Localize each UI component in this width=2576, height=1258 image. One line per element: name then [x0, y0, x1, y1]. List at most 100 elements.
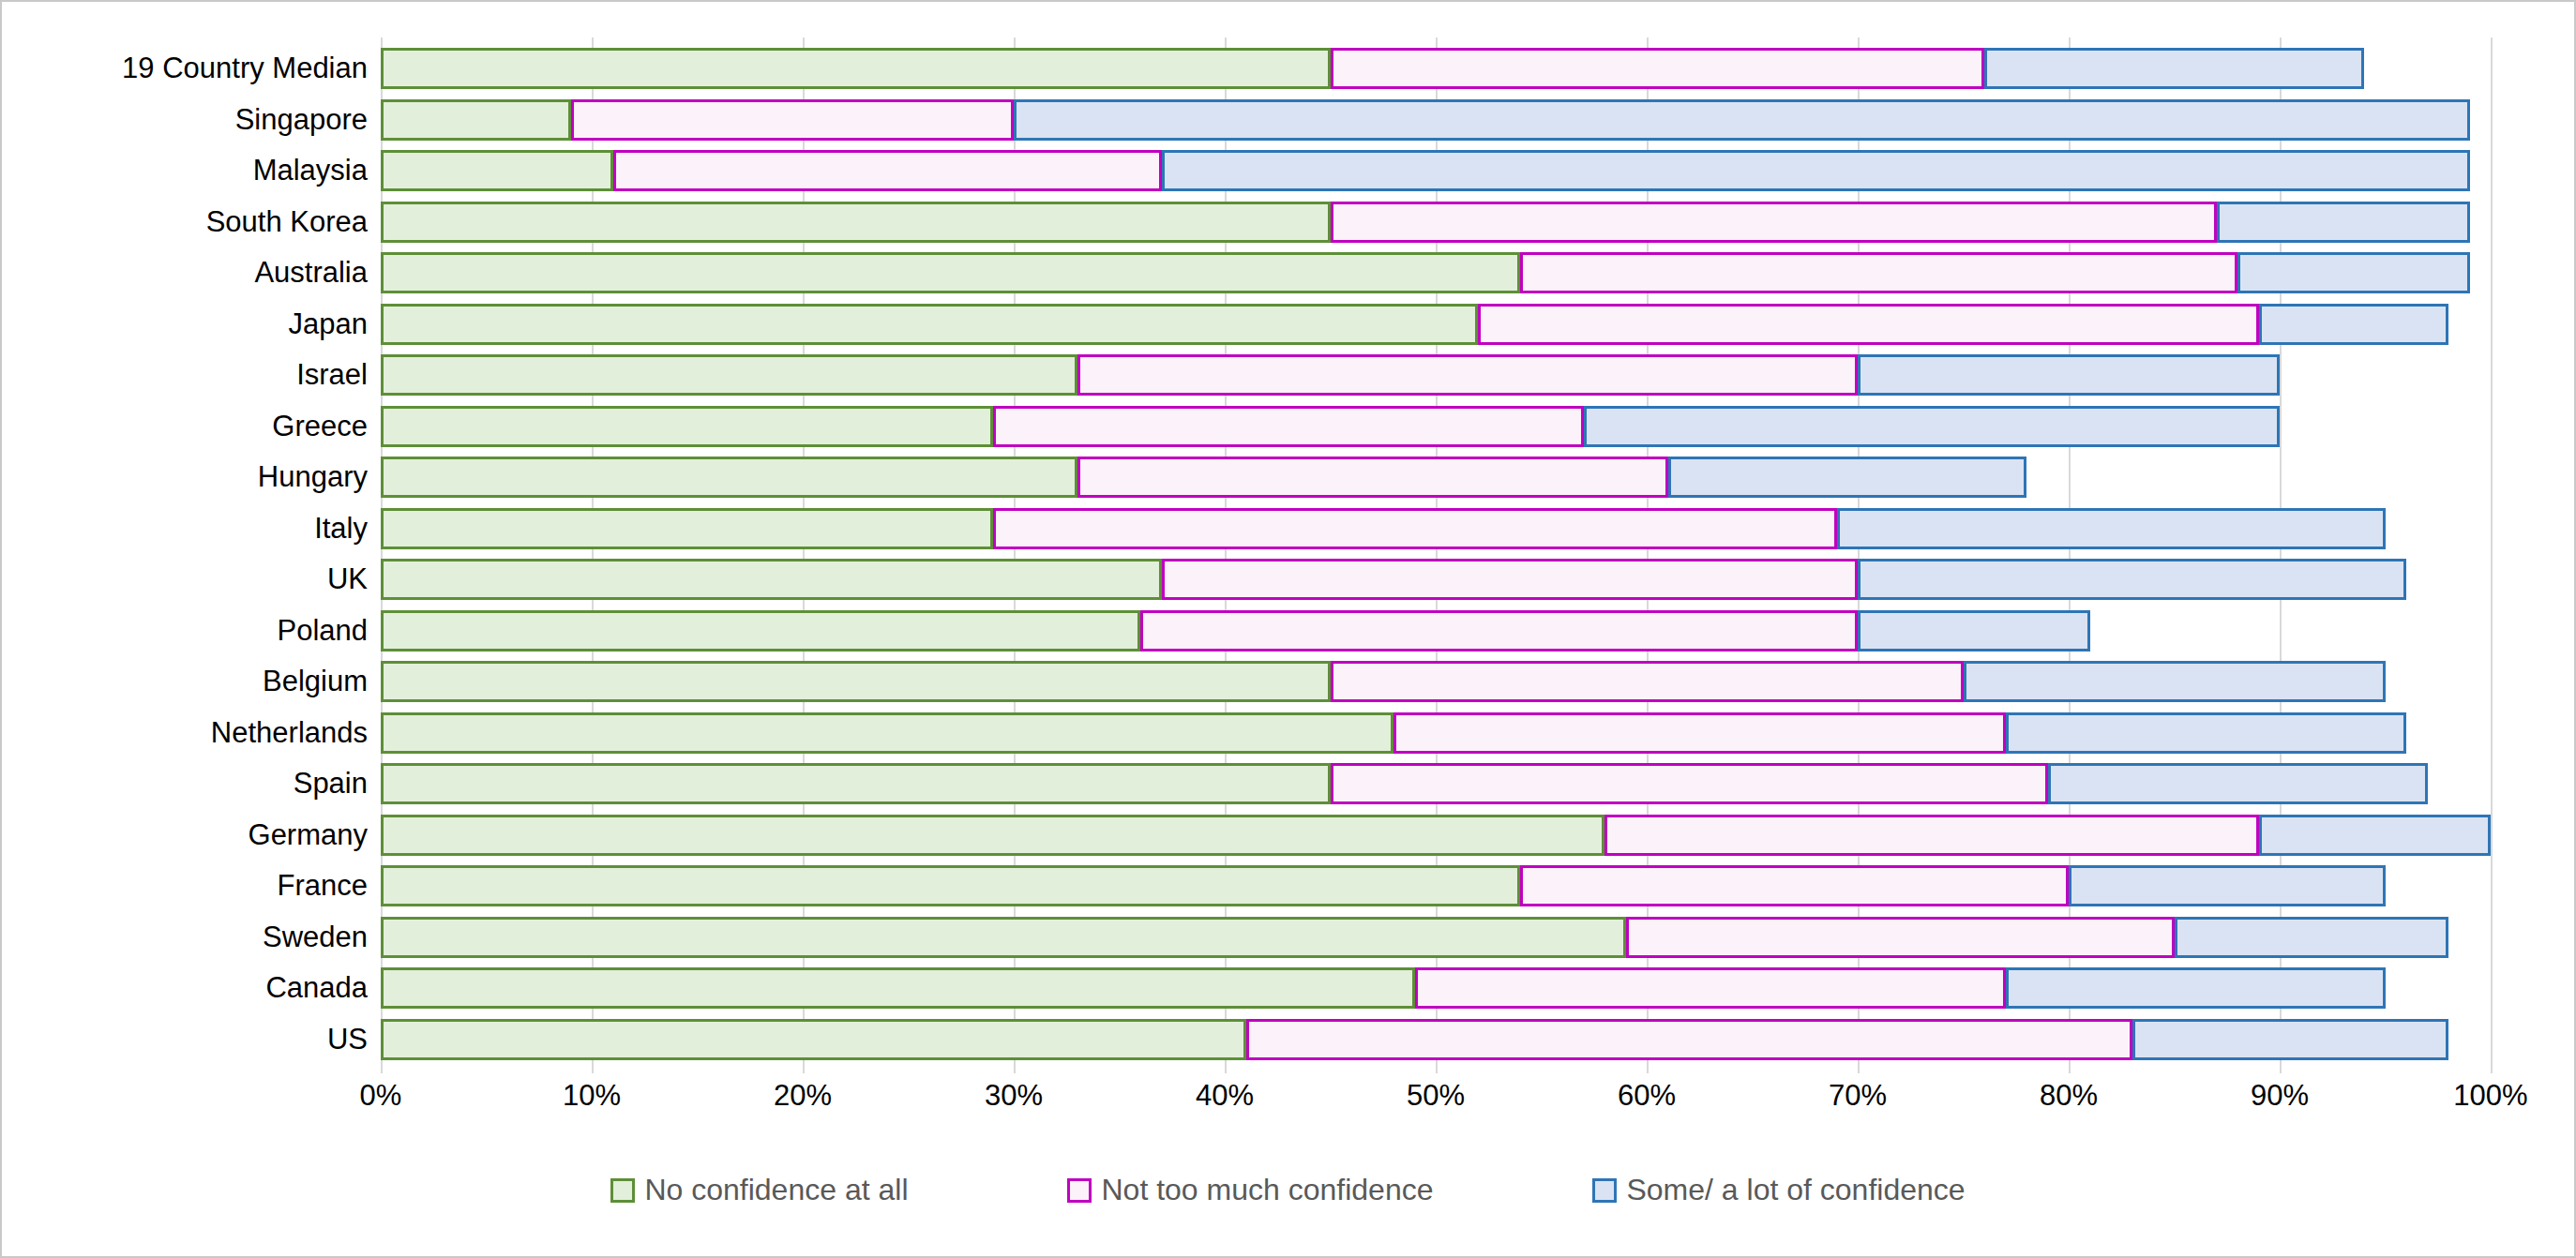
bar-segment-not-too-much-confidence [1246, 1019, 2132, 1060]
legend-swatch-icon [610, 1178, 635, 1203]
bar-segment-no-confidence-at-all [381, 406, 993, 447]
bar-segment-not-too-much-confidence [1077, 354, 1859, 396]
bar-segment-not-too-much-confidence [1478, 304, 2259, 345]
bar-segment-not-too-much-confidence [1393, 712, 2006, 754]
x-axis-tick-label: 100% [2453, 1079, 2527, 1113]
x-axis-tick-label: 10% [563, 1079, 621, 1113]
bar-segment-no-confidence-at-all [381, 508, 993, 549]
bar-segment-no-confidence-at-all [381, 99, 571, 141]
bar-segment-not-too-much-confidence [1415, 967, 2006, 1009]
bar-row [381, 656, 2491, 708]
bar-segment-not-too-much-confidence [993, 508, 1837, 549]
category-label: Sweden [2, 912, 381, 964]
bar-segment-some-a-lot-of-confidence [1162, 150, 2470, 191]
bar-row [381, 452, 2491, 503]
category-label: Canada [2, 963, 381, 1014]
bar-segment-some-a-lot-of-confidence [2237, 252, 2470, 293]
category-label: Spain [2, 758, 381, 810]
stacked-bar [381, 559, 2491, 600]
bar-segment-not-too-much-confidence [1604, 815, 2259, 856]
bar-segment-not-too-much-confidence [1331, 763, 2048, 804]
bar-segment-some-a-lot-of-confidence [2048, 763, 2428, 804]
category-label: Greece [2, 401, 381, 453]
stacked-bar [381, 354, 2491, 396]
bar-segment-some-a-lot-of-confidence [1984, 48, 2364, 89]
stacked-bar [381, 1019, 2491, 1060]
category-label: Malaysia [2, 145, 381, 197]
category-label: Poland [2, 606, 381, 657]
chart-area: 19 Country MedianSingaporeMalaysiaSouth … [2, 37, 2574, 1065]
bar-row [381, 963, 2491, 1014]
bar-segment-no-confidence-at-all [381, 865, 1520, 906]
stacked-bar [381, 304, 2491, 345]
bar-segment-not-too-much-confidence [1626, 917, 2175, 958]
stacked-bar [381, 865, 2491, 906]
bar-segment-not-too-much-confidence [571, 99, 1015, 141]
bar-segment-not-too-much-confidence [993, 406, 1584, 447]
bar-segment-some-a-lot-of-confidence [1858, 354, 2280, 396]
category-label: Singapore [2, 95, 381, 146]
bar-segment-no-confidence-at-all [381, 661, 1331, 702]
x-axis-tick-label: 0% [360, 1079, 402, 1113]
bar-segment-no-confidence-at-all [381, 457, 1077, 498]
x-axis-tick-label: 60% [1618, 1079, 1676, 1113]
bar-segment-no-confidence-at-all [381, 202, 1331, 243]
category-label: 19 Country Median [2, 43, 381, 95]
bar-segment-no-confidence-at-all [381, 967, 1415, 1009]
bar-row [381, 299, 2491, 351]
stacked-bar [381, 150, 2491, 191]
legend-swatch-icon [1067, 1178, 1092, 1203]
x-axis-tick-label: 80% [2040, 1079, 2098, 1113]
bar-row [381, 554, 2491, 606]
chart-frame: 19 Country MedianSingaporeMalaysiaSouth … [0, 0, 2576, 1258]
stacked-bar [381, 712, 2491, 754]
bar-segment-some-a-lot-of-confidence [2217, 202, 2470, 243]
category-label: South Korea [2, 197, 381, 248]
bar-row [381, 350, 2491, 401]
x-axis-tick-label: 30% [985, 1079, 1043, 1113]
bar-segment-not-too-much-confidence [1162, 559, 1859, 600]
legend: No confidence at allNot too much confide… [2, 1173, 2574, 1207]
bar-row [381, 43, 2491, 95]
bar-segment-some-a-lot-of-confidence [1014, 99, 2470, 141]
category-label: France [2, 861, 381, 912]
category-axis: 19 Country MedianSingaporeMalaysiaSouth … [2, 37, 381, 1065]
bar-row [381, 912, 2491, 964]
bar-segment-some-a-lot-of-confidence [2132, 1019, 2449, 1060]
category-label: Germany [2, 810, 381, 861]
bar-segment-some-a-lot-of-confidence [2006, 967, 2386, 1009]
bar-row [381, 145, 2491, 197]
bar-segment-not-too-much-confidence [1140, 610, 1858, 651]
bar-segment-some-a-lot-of-confidence [1584, 406, 2281, 447]
category-label: Hungary [2, 452, 381, 503]
bar-segment-some-a-lot-of-confidence [2259, 304, 2449, 345]
category-label: Belgium [2, 656, 381, 708]
x-axis-ticks [381, 1065, 2493, 1073]
category-label: Netherlands [2, 708, 381, 759]
bar-segment-no-confidence-at-all [381, 1019, 1246, 1060]
bar-segment-some-a-lot-of-confidence [1837, 508, 2386, 549]
category-label: Israel [2, 350, 381, 401]
bar-segment-no-confidence-at-all [381, 712, 1393, 754]
bar-row [381, 95, 2491, 146]
bar-segment-some-a-lot-of-confidence [1858, 610, 2090, 651]
bar-segment-some-a-lot-of-confidence [2259, 815, 2492, 856]
bar-row [381, 758, 2491, 810]
bar-segment-some-a-lot-of-confidence [1858, 559, 2406, 600]
plot-area [381, 37, 2493, 1065]
stacked-bar [381, 457, 2491, 498]
bar-segment-some-a-lot-of-confidence [1668, 457, 2027, 498]
bar-segment-not-too-much-confidence [613, 150, 1162, 191]
bar-segment-not-too-much-confidence [1077, 457, 1668, 498]
x-axis-tick-label: 90% [2251, 1079, 2309, 1113]
category-label: Japan [2, 299, 381, 351]
category-label: US [2, 1014, 381, 1066]
stacked-bar [381, 610, 2491, 651]
bar-row [381, 708, 2491, 759]
category-label: UK [2, 554, 381, 606]
bar-row [381, 861, 2491, 912]
x-axis-tick-label: 20% [774, 1079, 832, 1113]
legend-item: Some/ a lot of confidence [1592, 1173, 1965, 1207]
legend-swatch-icon [1592, 1178, 1617, 1203]
bar-segment-some-a-lot-of-confidence [2175, 917, 2449, 958]
